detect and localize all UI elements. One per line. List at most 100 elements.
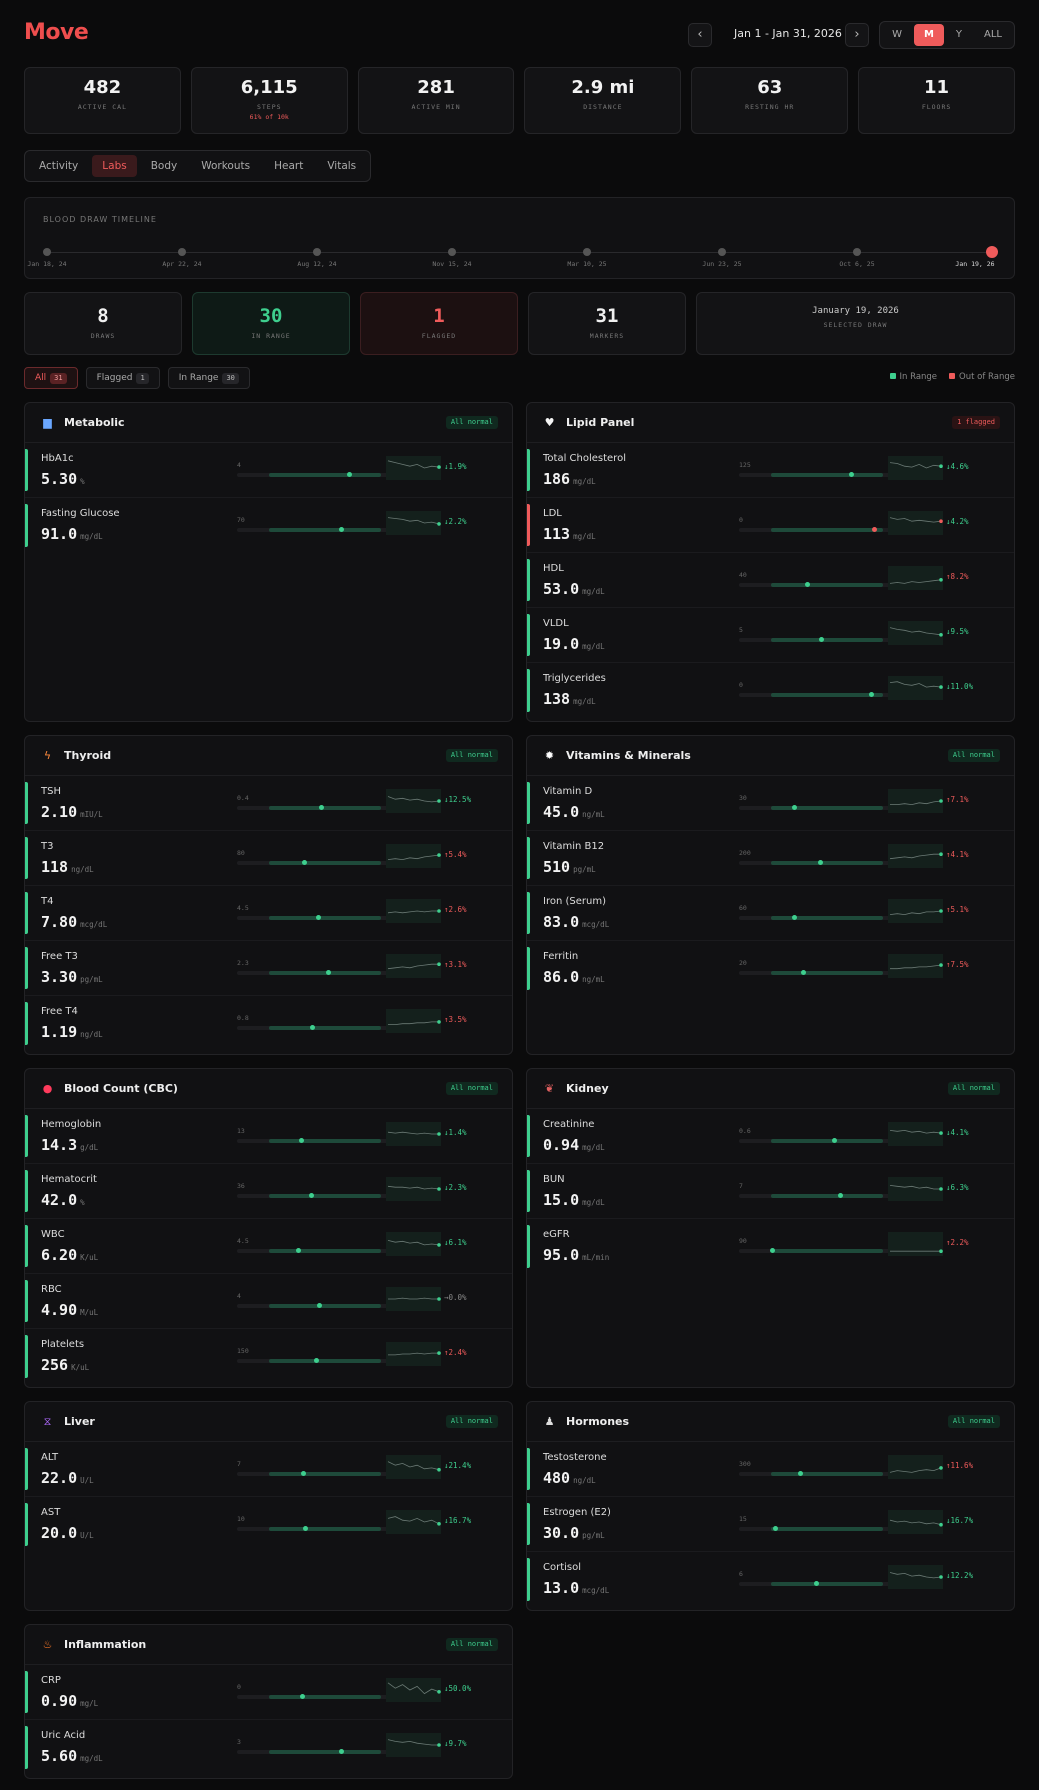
tab-heart[interactable]: Heart [274, 160, 304, 172]
app-logo: Move [24, 20, 89, 45]
marker-row-wbc[interactable]: WBC 6.20 K/uL 4.5 11 ↓6.1% [25, 1219, 512, 1274]
marker-status-bar [25, 1170, 28, 1212]
marker-name: Creatinine [543, 1119, 595, 1130]
marker-row-t4[interactable]: T4 7.80 mcg/dL 4.5 12 ↑2.6% [25, 886, 512, 941]
timeline-draw-dot[interactable] [448, 248, 456, 256]
marker-unit: ng/dL [80, 1030, 103, 1039]
range-track [237, 915, 412, 920]
marker-value: 256 K/uL [41, 1356, 89, 1374]
range-track [237, 1248, 412, 1253]
range-low-label: 7 [739, 1182, 743, 1190]
marker-name: Fasting Glucose [41, 508, 120, 519]
trend-latest-point [437, 853, 441, 857]
prev-period-button[interactable]: ‹ [688, 23, 712, 47]
timeline-draw-dot[interactable] [43, 248, 51, 256]
marker-row-testosterone[interactable]: Testosterone 480 ng/dL 300 1000 ↑11.6% [527, 1442, 1014, 1497]
marker-status-bar [25, 782, 28, 824]
marker-row-platelets[interactable]: Platelets 256 K/uL 150 400 ↑2.4% [25, 1329, 512, 1384]
range-low-label: 15 [739, 1515, 747, 1523]
trend-sparkline [888, 899, 943, 923]
marker-unit: mcg/dL [582, 1586, 610, 1595]
marker-row-iron-serum[interactable]: Iron (Serum) 83.0 mcg/dL 60 170 ↑5.1% [527, 886, 1014, 941]
marker-row-tsh[interactable]: TSH 2.10 mIU/L 0.4 4 ↓12.5% [25, 776, 512, 831]
timeline-draw-dot[interactable] [853, 248, 861, 256]
period-m[interactable]: M [913, 24, 944, 46]
timeline-draw-dot[interactable] [313, 248, 321, 256]
timeline-draw-dot[interactable] [178, 248, 186, 256]
marker-row-ldl[interactable]: LDL 113 mg/dL 0 100 ↓4.2% [527, 498, 1014, 553]
trend-line [889, 681, 942, 688]
marker-row-hemoglobin[interactable]: Hemoglobin 14.3 g/dL 13 17.5 ↓1.4% [25, 1109, 512, 1164]
marker-value-number: 86.0 [543, 968, 580, 986]
marker-row-free-t3[interactable]: Free T3 3.30 pg/mL 2.3 4.2 ↑3.1% [25, 941, 512, 996]
period-all[interactable]: ALL [984, 29, 1002, 40]
tab-body[interactable]: Body [150, 160, 178, 172]
current-value-dot [814, 1581, 820, 1586]
marker-value-number: 4.90 [41, 1301, 78, 1319]
filter-flagged[interactable]: Flagged 1 [85, 367, 160, 389]
timeline-draw-dot[interactable] [718, 248, 726, 256]
marker-row-vldl[interactable]: VLDL 19.0 mg/dL 5 40 ↓9.5% [527, 608, 1014, 663]
marker-row-estrogen-e2[interactable]: Estrogen (E2) 30.0 pg/mL 15 350 ↓16.7% [527, 1497, 1014, 1552]
marker-value-number: 13.0 [543, 1579, 580, 1597]
delta-value: 11.6% [950, 1461, 974, 1470]
marker-row-uric-acid[interactable]: Uric Acid 5.60 mg/dL 3 7 ↓9.7% [25, 1720, 512, 1775]
marker-name: WBC [41, 1229, 65, 1240]
trend-latest-point [437, 1243, 441, 1247]
range-track [237, 527, 412, 532]
marker-name: T3 [41, 841, 54, 852]
timeline-draw-label: Apr 22, 24 [162, 260, 202, 268]
trend-sparkline [888, 789, 943, 813]
marker-row-t3[interactable]: T3 118 ng/dL 80 200 ↑5.4% [25, 831, 512, 886]
marker-row-total-cholesterol[interactable]: Total Cholesterol 186 mg/dL 125 200 ↓4.6% [527, 443, 1014, 498]
heart-icon: ♥ [544, 416, 555, 429]
marker-row-rbc[interactable]: RBC 4.90 M/uL 4 6 →0.0% [25, 1274, 512, 1329]
marker-row-vitamin-b12[interactable]: Vitamin B12 510 pg/mL 200 900 ↑4.1% [527, 831, 1014, 886]
trend-latest-point [437, 1132, 441, 1136]
period-w[interactable]: W [892, 29, 902, 40]
marker-row-cortisol[interactable]: Cortisol 13.0 mcg/dL 6 23 ↓12.2% [527, 1552, 1014, 1607]
trend-sparkline [888, 621, 943, 645]
timeline-draw-dot[interactable] [986, 246, 998, 258]
trend-delta: ↓9.5% [946, 627, 969, 636]
range-track [237, 1526, 412, 1531]
marker-value-number: 5.30 [41, 470, 78, 488]
trend-sparkline [888, 954, 943, 978]
marker-row-crp[interactable]: CRP 0.90 mg/L 0 3 ↓50.0% [25, 1665, 512, 1720]
marker-row-alt[interactable]: ALT 22.0 U/L 7 56 ↓21.4% [25, 1442, 512, 1497]
marker-row-ast[interactable]: AST 20.0 U/L 10 40 ↓16.7% [25, 1497, 512, 1552]
marker-row-ferritin[interactable]: Ferritin 86.0 ng/mL 20 250 ↑7.5% [527, 941, 1014, 996]
marker-row-bun[interactable]: BUN 15.0 mg/dL 7 20 ↓6.3% [527, 1164, 1014, 1219]
trend-line [889, 1467, 942, 1473]
delta-value: 16.7% [950, 1516, 974, 1525]
panel-header: ❦ Kidney All normal [527, 1069, 1014, 1109]
tab-activity[interactable]: Activity [39, 160, 79, 172]
marker-row-hdl[interactable]: HDL 53.0 mg/dL 40 100 ↑8.2% [527, 553, 1014, 608]
marker-row-creatinine[interactable]: Creatinine 0.94 mg/dL 0.6 1.2 ↓4.1% [527, 1109, 1014, 1164]
marker-row-hba1c[interactable]: HbA1c 5.30% 4 5.6 ↓1.9% [25, 443, 512, 498]
marker-row-triglycerides[interactable]: Triglycerides 138 mg/dL 0 150 ↓11.0% [527, 663, 1014, 718]
next-period-button[interactable]: › [845, 23, 869, 47]
delta-value: 12.2% [950, 1571, 974, 1580]
filter-all[interactable]: All 31 [24, 367, 78, 389]
marker-row-free-t4[interactable]: Free T4 1.19 ng/dL 0.8 1.8 ↑3.5% [25, 996, 512, 1051]
marker-row-hematocrit[interactable]: Hematocrit 42.0% 36 52 ↓2.3% [25, 1164, 512, 1219]
trend-latest-point [437, 1743, 441, 1747]
period-y[interactable]: Y [955, 29, 963, 40]
marker-row-egfr[interactable]: eGFR 95.0 mL/min 90 999 ↑2.2% [527, 1219, 1014, 1274]
tab-workouts[interactable]: Workouts [201, 160, 251, 172]
arrow-down-icon: ↓ [444, 1128, 449, 1137]
marker-row-fasting-glucose[interactable]: Fasting Glucose 91.0 mg/dL 70 100 ↓2.2% [25, 498, 512, 553]
filter-in-range[interactable]: In Range 30 [167, 367, 250, 389]
timeline-draw-dot[interactable] [583, 248, 591, 256]
tab-vitals[interactable]: Vitals [327, 160, 357, 172]
marker-value-number: 6.20 [41, 1246, 78, 1264]
tab-labs[interactable]: Labs [92, 155, 137, 177]
summary-in-range: 30 IN RANGE [192, 292, 350, 355]
legend-in-range: In Range [889, 372, 937, 382]
marker-row-vitamin-d[interactable]: Vitamin D 45.0 ng/mL 30 100 ↑7.1% [527, 776, 1014, 831]
marker-status-bar [527, 1448, 530, 1490]
range-track [739, 527, 914, 532]
trend-delta: ↓2.3% [444, 1183, 467, 1192]
range-low-label: 4.5 [237, 1237, 249, 1245]
